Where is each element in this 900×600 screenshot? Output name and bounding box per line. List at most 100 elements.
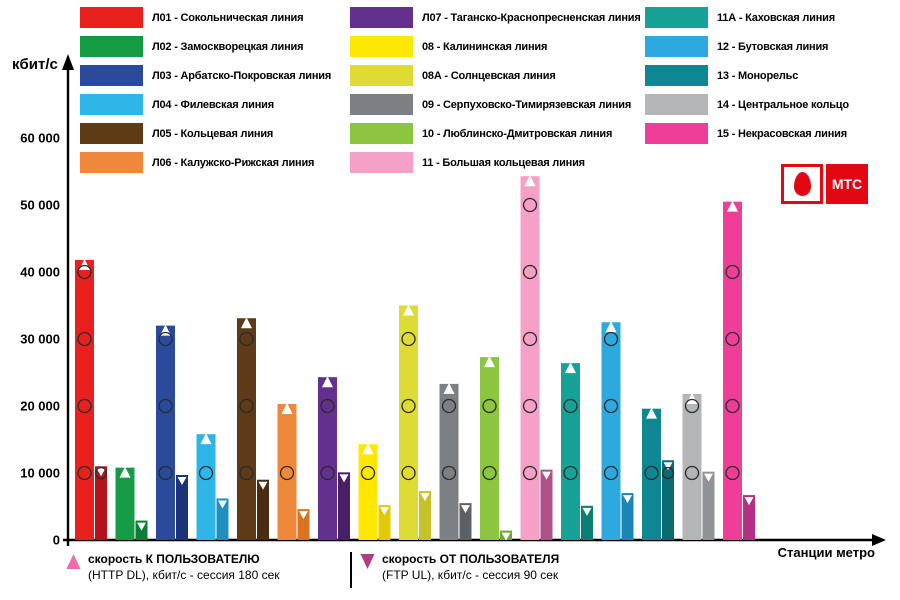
legend-label: Л04 - Филевская линия [152, 98, 274, 111]
upload-marker-triangle [420, 493, 430, 502]
bar-download [358, 444, 378, 540]
gridline-circle-marker [441, 398, 457, 414]
legend-color-swatch [80, 152, 143, 173]
gridline-circle-marker [522, 264, 538, 280]
bar-download [480, 357, 499, 540]
gridline-circle-marker [441, 465, 457, 481]
download-marker-triangle [686, 392, 698, 404]
legend-label: 11А - Каховская линия [717, 11, 835, 24]
legend-item: Л04 - Филевская линия [80, 94, 350, 115]
legend-item: 09 - Серпуховско-Тимирязевская линия [350, 94, 645, 115]
x-axis-arrow [872, 534, 886, 546]
upload-marker-triangle [258, 481, 268, 490]
legend-label: Л05 - Кольцевая линия [152, 127, 274, 140]
y-tick-label: 0 [53, 533, 60, 548]
legend-upload-text: скорость ОТ ПОЛЬЗОВАТЕЛЯ (FTP UL), кбит/… [382, 551, 559, 583]
legend-download-title: скорость К ПОЛЬЗОВАТЕЛЮ [88, 552, 260, 566]
legend-item: 11А - Каховская линия [645, 7, 849, 28]
legend-label: Л02 - Замоскворецкая линия [152, 40, 304, 53]
legend-item: Л06 - Калужско-Рижская линия [80, 152, 350, 173]
legend-upload-title: скорость ОТ ПОЛЬЗОВАТЕЛЯ [382, 552, 560, 566]
bar-upload [743, 495, 755, 540]
upload-marker-triangle [137, 522, 146, 531]
legend-color-swatch [80, 123, 143, 144]
upload-marker-triangle [461, 505, 470, 514]
upload-marker-triangle [339, 474, 349, 483]
legend-label: 11 - Большая кольцевая линия [422, 156, 585, 169]
gridline-circle-marker [198, 465, 214, 481]
bar-download [277, 403, 297, 540]
upload-marker-triangle [663, 462, 673, 471]
gridline-circle-marker [401, 398, 416, 414]
gridline-circle-marker [522, 331, 538, 347]
bar-download [318, 377, 337, 540]
legend-label: 09 - Серпуховско-Тимирязевская линия [422, 98, 632, 111]
legend-color-swatch [80, 65, 143, 86]
upload-triangle-icon [360, 554, 375, 569]
legend-label: 08 - Калининская линия [422, 40, 548, 53]
bar-download [723, 201, 742, 540]
bar-download [196, 434, 216, 540]
gridline-circle-marker [684, 465, 700, 481]
legend-color-swatch [645, 65, 708, 86]
gridline-circle-marker [239, 331, 254, 347]
legend-item: 11 - Большая кольцевая линия [350, 152, 645, 173]
y-tick-label: 60 000 [20, 131, 60, 146]
mts-logo-text: МТС [831, 176, 863, 192]
legend-label: Л06 - Калужско-Рижская линия [152, 156, 315, 169]
legend-item: Л02 - Замоскворецкая линия [80, 36, 350, 57]
legend-column: Л01 - Сокольническая линия Л02 - Замоскво… [80, 7, 350, 173]
legend-color-swatch [350, 123, 413, 144]
x-axis-title: Станции метро [778, 545, 875, 560]
bar-upload [95, 466, 107, 540]
bar-upload [702, 471, 715, 540]
bar-download [439, 383, 459, 540]
legend-color-swatch [645, 36, 708, 57]
bar-upload [257, 479, 269, 540]
upload-marker-triangle [623, 495, 632, 504]
gridline-circle-marker [644, 465, 659, 481]
download-marker-triangle [727, 200, 738, 212]
bar-download [237, 318, 256, 540]
download-marker-triangle [200, 433, 212, 445]
legend-item: 13 - Монорельс [645, 65, 849, 86]
bar-download [156, 325, 175, 540]
bar-download [399, 305, 418, 540]
gridline-circle-marker [482, 398, 497, 414]
gridline-circle-marker [522, 197, 538, 213]
gridline-circle-marker [94, 466, 108, 480]
y-tick-label: 30 000 [20, 332, 60, 347]
gridline-circle-marker [603, 398, 619, 414]
download-marker-triangle [646, 407, 657, 419]
gridline-circle-marker [725, 398, 740, 414]
legend-color-swatch [645, 94, 708, 115]
gridline-circle-marker [401, 331, 416, 347]
upload-marker-triangle [542, 471, 551, 480]
download-marker-triangle [443, 382, 455, 394]
download-marker-triangle [241, 317, 252, 329]
y-tick-label: 50 000 [20, 198, 60, 213]
gridline-circle-marker [158, 398, 173, 414]
gridline-circle-marker [320, 465, 335, 481]
metro-lines-legend: Л01 - Сокольническая линия Л02 - Замоскво… [80, 7, 849, 173]
gridline-circle-marker [279, 465, 295, 481]
bar-upload [419, 491, 431, 540]
legend-color-swatch [350, 36, 413, 57]
download-triangle-icon [66, 554, 81, 569]
gridline-circle-marker [401, 465, 416, 481]
download-marker-triangle [484, 356, 495, 368]
bar-upload [621, 493, 634, 540]
legend-color-swatch [350, 94, 413, 115]
legend-column: Л07 - Таганско-Краснопресненская линия 08… [350, 7, 645, 173]
upload-marker-triangle [380, 507, 389, 516]
download-marker-triangle [322, 376, 333, 388]
download-marker-triangle [362, 443, 374, 455]
download-marker-triangle [565, 362, 576, 374]
legend-label: 12 - Бутовская линия [717, 40, 829, 53]
gridline-circle-marker [77, 331, 92, 347]
bar-upload [297, 509, 310, 540]
gridline-circle-marker [360, 465, 376, 481]
legend-column: 11А - Каховская линия 12 - Бутовская лини… [645, 7, 849, 173]
gridline-circle-marker [563, 398, 578, 414]
